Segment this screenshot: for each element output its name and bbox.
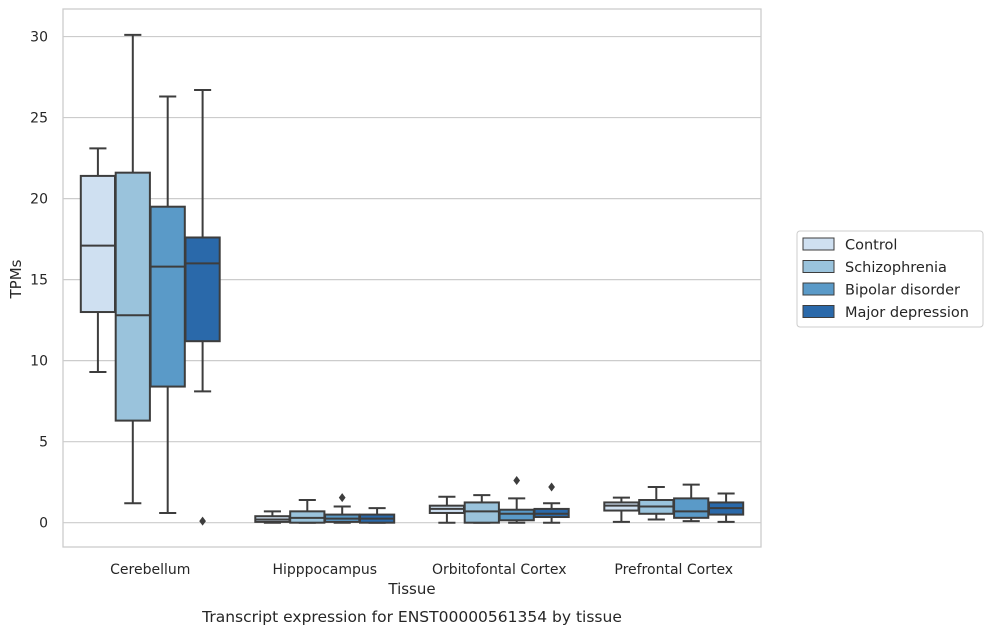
y-tick-label: 10 (30, 354, 48, 370)
box-iqr (184, 236, 221, 343)
outlier-point (513, 476, 521, 486)
box-iqr (498, 508, 535, 522)
outlier-point (548, 482, 555, 492)
box-plot (184, 89, 221, 526)
legend-swatch (802, 260, 835, 273)
x-tick-label: Hipppocampus (272, 562, 377, 578)
y-axis-label: TPMs (7, 259, 25, 299)
box-iqr (79, 174, 117, 314)
box-plot (428, 495, 466, 524)
y-axis-ticks: 0 5 10 15 20 25 30 (30, 30, 48, 532)
legend-swatch (802, 282, 835, 296)
box-iqr (114, 171, 151, 422)
outlier-point (199, 516, 206, 526)
box-plot (114, 33, 151, 505)
box-plot (498, 476, 535, 524)
box-plot (149, 95, 186, 514)
x-axis-ticks: Cerebellum Hipppocampus Orbitofontal Corte… (110, 562, 733, 578)
legend-label: Control (845, 238, 897, 254)
y-tick-label: 15 (30, 273, 48, 289)
legend-label: Bipolar disorder (845, 283, 960, 299)
legend-swatch (802, 305, 835, 318)
legend-frame (796, 230, 984, 328)
x-tick-label: Prefrontal Cortex (614, 562, 733, 578)
box-plot (707, 492, 745, 523)
y-tick-label: 30 (30, 30, 48, 46)
legend: Control Schizophrenia Bipolar disorder Majo… (796, 230, 984, 328)
box-plot (358, 507, 396, 524)
box-plot (673, 483, 710, 523)
plot-frame (62, 8, 762, 548)
x-tick-label: Cerebellum (110, 562, 190, 578)
chart-caption: Transcript expression for ENST0000056135… (201, 608, 622, 626)
box-groups (79, 33, 745, 526)
y-tick-label: 25 (30, 111, 48, 127)
legend-label: Schizophrenia (845, 260, 947, 276)
y-tick-label: 0 (39, 516, 48, 532)
box-iqr (673, 497, 710, 519)
box-iqr (463, 501, 500, 524)
legend-label: Major depression (845, 305, 969, 321)
legend-swatch (802, 237, 835, 251)
box-iqr (149, 205, 186, 388)
outlier-point (338, 493, 346, 503)
y-tick-label: 5 (39, 435, 48, 451)
x-axis-label: Tissue (387, 580, 435, 598)
box-plot (603, 496, 640, 523)
box-plot (463, 494, 500, 524)
box-plot (533, 482, 570, 524)
y-tick-label: 20 (30, 192, 48, 208)
x-tick-label: Orbitofontal Cortex (432, 562, 567, 578)
